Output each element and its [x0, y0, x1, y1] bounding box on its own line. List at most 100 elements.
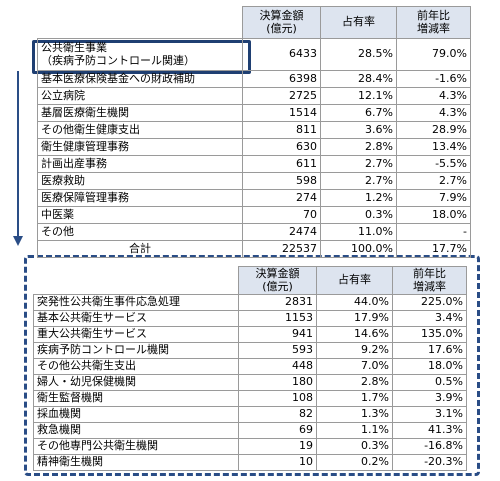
row-category: 重大公共衛生サービス	[33, 326, 239, 343]
table-row: 婦人・幼児保健機関 180 2.8% 0.5%	[33, 374, 467, 391]
row-yoy: 18.0%	[396, 206, 471, 224]
row-yoy: 13.4%	[396, 138, 471, 156]
row-yoy: 79.0%	[396, 38, 471, 71]
table-row: 公共衛生事業 （疾病予防コントロール関連） 6433 28.5% 79.0%	[37, 38, 471, 71]
header-share: 占有率	[320, 6, 397, 39]
row-share: 28.5%	[320, 38, 397, 71]
table-row: その他 2474 11.0% -	[37, 223, 471, 241]
row-yoy: 4.3%	[396, 87, 471, 105]
row-share: 28.4%	[320, 70, 397, 88]
row-amount: 19	[238, 438, 317, 455]
row-amount: 630	[242, 138, 321, 156]
row-category: 計画出産事務	[37, 155, 243, 173]
row-category: 基層医療衛生機関	[37, 104, 243, 122]
row-amount: 448	[238, 358, 317, 375]
row-yoy: 225.0%	[392, 294, 467, 311]
table-row: 採血機関 82 1.3% 3.1%	[33, 406, 467, 423]
row-yoy: 135.0%	[392, 326, 467, 343]
row-share: 0.3%	[316, 438, 393, 455]
row-category: その他衛生健康支出	[37, 121, 243, 139]
header-blank-cell	[38, 7, 243, 39]
table-row: 基本公共衛生サービス 1153 17.9% 3.4%	[33, 310, 467, 327]
row-share: 2.7%	[320, 172, 397, 190]
row-share: 2.8%	[320, 138, 397, 156]
row-yoy: -1.6%	[396, 70, 471, 88]
row-yoy: -	[396, 223, 471, 241]
table-row: 医療保障管理事務 274 1.2% 7.9%	[37, 189, 471, 207]
row-category: 衛生健康管理事務	[37, 138, 243, 156]
row-amount: 82	[238, 406, 317, 423]
connector-line	[17, 71, 19, 239]
row-category: その他公共衛生支出	[33, 358, 239, 375]
row-share: 7.0%	[316, 358, 393, 375]
row-category: 救急機関	[33, 422, 239, 439]
budget-table: 決算金額 (億元) 占有率 前年比 増減率 公共衛生事業 （疾病予防コントロール関連） 643…	[37, 6, 471, 258]
row-share: 12.1%	[320, 87, 397, 105]
row-amount: 180	[238, 374, 317, 391]
total-row: 合計 22537 100.0% 17.7%	[37, 240, 471, 258]
table-row: 疾病予防コントロール機関 593 9.2% 17.6%	[33, 342, 467, 359]
table-row: 基本医療保険基金への財政補助 6398 28.4% -1.6%	[37, 70, 471, 88]
row-category: 医療保障管理事務	[37, 189, 243, 207]
row-category: 医療救助	[37, 172, 243, 190]
row-category: 基本医療保険基金への財政補助	[37, 70, 243, 88]
header-amount: 決算金額 (億元)	[238, 266, 317, 295]
row-yoy: 0.5%	[392, 374, 467, 391]
header-share: 占有率	[316, 266, 393, 295]
row-yoy: 41.3%	[392, 422, 467, 439]
row-share: 2.8%	[316, 374, 393, 391]
row-category: 採血機関	[33, 406, 239, 423]
header-yoy: 前年比 増減率	[392, 266, 467, 295]
row-amount: 6433	[242, 38, 321, 71]
table-row: 基層医療衛生機関 1514 6.7% 4.3%	[37, 104, 471, 122]
row-amount: 108	[238, 390, 317, 407]
row-yoy: 4.3%	[396, 104, 471, 122]
row-category: 婦人・幼児保健機関	[33, 374, 239, 391]
table-row: その他公共衛生支出 448 7.0% 18.0%	[33, 358, 467, 375]
total-label: 合計	[37, 240, 243, 258]
row-yoy: 17.6%	[392, 342, 467, 359]
row-share: 3.6%	[320, 121, 397, 139]
row-category: 中医薬	[37, 206, 243, 224]
header-amount: 決算金額 (億元)	[242, 6, 321, 39]
row-amount: 2474	[242, 223, 321, 241]
table-row: 中医薬 70 0.3% 18.0%	[37, 206, 471, 224]
row-share: 17.9%	[316, 310, 393, 327]
row-amount: 6398	[242, 70, 321, 88]
row-category: 衛生監督機関	[33, 390, 239, 407]
table-row: その他衛生健康支出 811 3.6% 28.9%	[37, 121, 471, 139]
row-yoy: 2.7%	[396, 172, 471, 190]
table-row: 重大公共衛生サービス 941 14.6% 135.0%	[33, 326, 467, 343]
row-amount: 598	[242, 172, 321, 190]
header-row: 決算金額 (億元) 占有率 前年比 増減率	[34, 266, 467, 295]
table-row: 突発性公共衛生事件応急処理 2831 44.0% 225.0%	[33, 294, 467, 311]
row-amount: 2831	[238, 294, 317, 311]
header-blank-cell	[34, 267, 239, 295]
row-amount: 2725	[242, 87, 321, 105]
row-amount: 1514	[242, 104, 321, 122]
row-share: 9.2%	[316, 342, 393, 359]
table-row: 医療救助 598 2.7% 2.7%	[37, 172, 471, 190]
row-amount: 10	[238, 454, 317, 471]
row-amount: 811	[242, 121, 321, 139]
table-row: 精神衛生機関 10 0.2% -20.3%	[33, 454, 467, 471]
row-share: 6.7%	[320, 104, 397, 122]
row-yoy: -20.3%	[392, 454, 467, 471]
row-share: 1.3%	[316, 406, 393, 423]
row-yoy: 3.4%	[392, 310, 467, 327]
row-amount: 941	[238, 326, 317, 343]
row-share: 0.2%	[316, 454, 393, 471]
row-yoy: 7.9%	[396, 189, 471, 207]
table-row: 公立病院 2725 12.1% 4.3%	[37, 87, 471, 105]
table-row: 救急機関 69 1.1% 41.3%	[33, 422, 467, 439]
header-row: 決算金額 (億元) 占有率 前年比 増減率	[38, 6, 471, 39]
row-share: 1.7%	[316, 390, 393, 407]
row-amount: 69	[238, 422, 317, 439]
total-yoy: 17.7%	[396, 240, 471, 258]
row-share: 2.7%	[320, 155, 397, 173]
public-health-detail-table: 決算金額 (億元) 占有率 前年比 増減率 突発性公共衛生事件応急処理 2831 44.0% 2…	[33, 266, 467, 471]
row-share: 1.1%	[316, 422, 393, 439]
row-yoy: 3.1%	[392, 406, 467, 423]
total-amount: 22537	[242, 240, 321, 258]
row-share: 0.3%	[320, 206, 397, 224]
